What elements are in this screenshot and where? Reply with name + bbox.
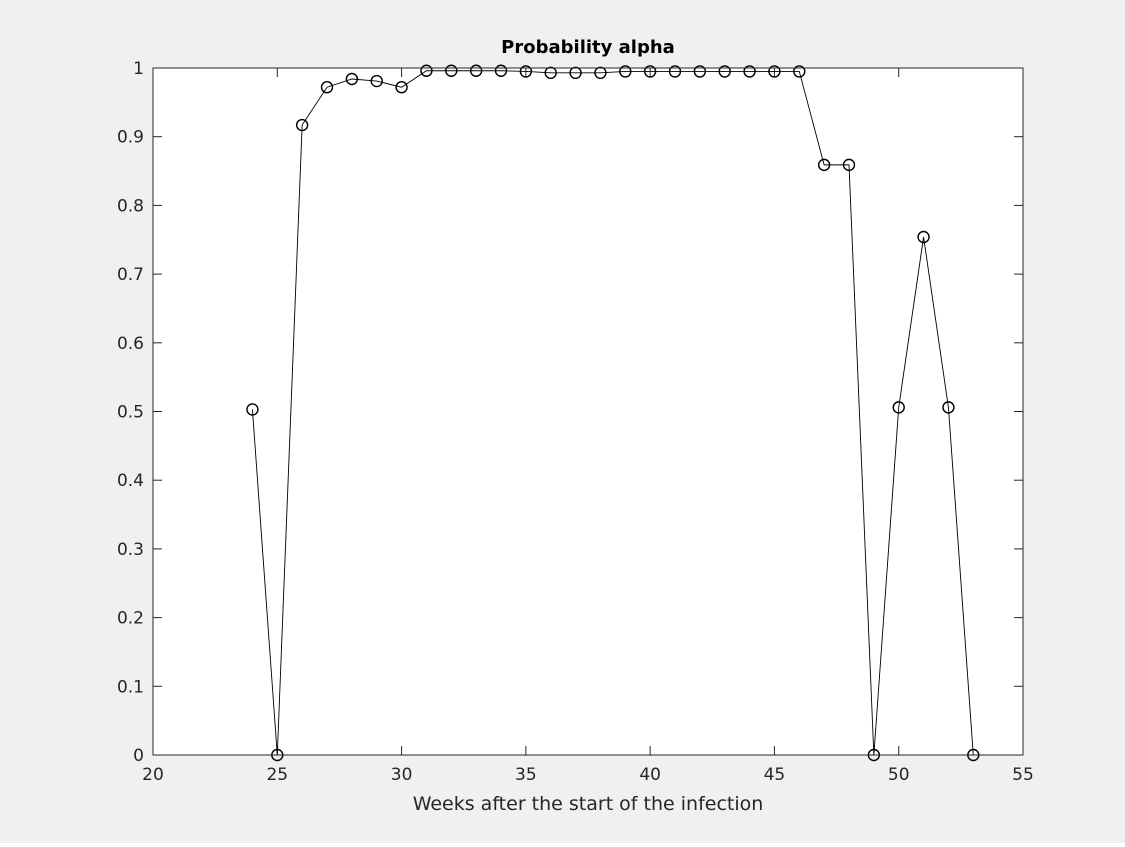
y-tick-label: 0.5 (117, 403, 144, 423)
x-tick-label: 40 (639, 765, 661, 785)
data-point-marker (768, 65, 781, 78)
data-point-marker (395, 81, 408, 94)
ticks-layer: 20 25 30 35 40 45 50 55 0 0.1 0.2 0.3 0.4 0.5 0.6 0.7 0.… (117, 59, 1034, 785)
y-tick-label: 1 (133, 59, 144, 79)
data-point-marker (743, 65, 756, 78)
data-point-marker (295, 118, 309, 132)
x-tick-label: 45 (764, 765, 786, 785)
axes-background (153, 68, 1023, 755)
data-point-marker (793, 65, 806, 78)
x-tick-label: 50 (888, 765, 910, 785)
series-line (251, 70, 974, 756)
x-tick-label: 30 (391, 765, 413, 785)
data-point-marker (917, 230, 930, 244)
chart-title: Probability alpha (501, 37, 675, 58)
y-tick-label: 0.3 (117, 540, 144, 560)
data-point-marker (892, 401, 905, 414)
marker-layer (246, 64, 980, 762)
data-point-marker (246, 403, 259, 416)
data-point-marker (345, 72, 359, 86)
y-tick-label: 0.7 (117, 265, 144, 285)
y-tick-label: 0.2 (117, 609, 144, 629)
x-tick-label: 20 (142, 765, 164, 785)
x-tick-label: 25 (266, 765, 288, 785)
data-point-marker (420, 64, 433, 77)
y-tick-label: 0 (133, 746, 144, 766)
data-point-marker (817, 158, 831, 172)
data-point-marker (942, 401, 955, 414)
data-point-marker (445, 64, 458, 77)
axes-box (152, 67, 1024, 756)
y-tick-label: 0.9 (117, 128, 144, 148)
data-point-marker (842, 158, 856, 172)
data-point-marker (469, 64, 483, 77)
x-axis-label: Weeks after the start of the infection (413, 793, 764, 815)
data-point-marker (494, 64, 508, 77)
data-point-marker (320, 81, 334, 94)
data-point-marker (370, 74, 383, 88)
x-tick-label: 55 (1012, 765, 1034, 785)
y-tick-label: 0.4 (117, 471, 144, 491)
data-point-marker (668, 65, 682, 78)
data-point-marker (693, 65, 707, 78)
data-point-marker (519, 65, 533, 78)
data-point-marker (718, 65, 731, 78)
data-point-marker (643, 65, 657, 78)
data-point-marker (619, 65, 632, 78)
y-tick-label: 0.6 (117, 334, 144, 354)
y-tick-label: 0.8 (117, 196, 144, 216)
x-tick-label: 35 (515, 765, 537, 785)
series-line-layer (251, 70, 974, 756)
data-point-marker (569, 66, 582, 80)
y-tick-label: 0.1 (117, 677, 144, 697)
data-point-marker (544, 66, 557, 80)
data-point-marker (594, 66, 607, 80)
